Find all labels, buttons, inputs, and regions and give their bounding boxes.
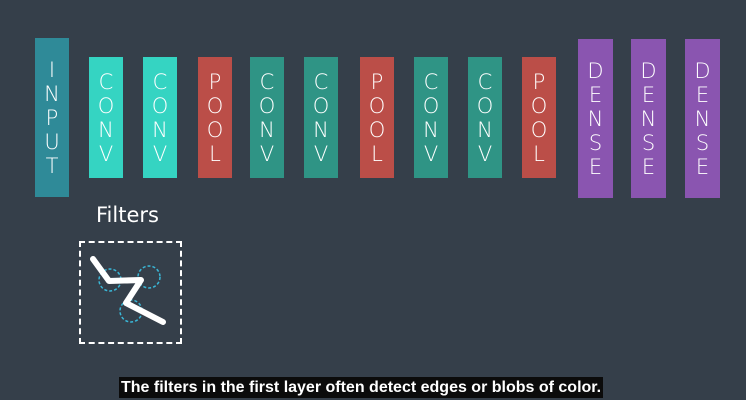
layer-letter: N [313,117,329,142]
layer-letter: N [44,81,60,106]
layer-letter: O [530,93,548,118]
layer-letter: E [695,82,710,107]
layer-letter: C [152,69,168,94]
layer-letter: N [477,117,493,142]
layer-letter: E [588,154,603,179]
blob-outline [137,265,161,289]
layer-letter: C [423,69,439,94]
layer-letter: L [209,141,221,166]
layer-letter: E [695,154,710,179]
layer-letter: I [48,57,56,82]
layer-letter: V [259,141,275,166]
layer-letter: C [313,69,329,94]
layer-letter: C [259,69,275,94]
layer-letter: S [695,130,710,155]
layer-letter: C [477,69,493,94]
layer-letter: N [694,106,711,131]
layer-letter: N [152,117,168,142]
layer-letter: S [588,130,603,155]
layer-letter: O [368,117,386,142]
layer-letter: O [206,93,224,118]
layer-letter: V [98,141,114,166]
layer-letter: C [98,69,114,94]
caption-subtitle: The filters in the first layer often det… [119,377,604,398]
layer-letter: V [313,141,329,166]
edge-stroke [90,256,166,325]
layer-letter: O [151,93,169,118]
layer-letter: E [641,82,656,107]
layer-letter: V [423,141,439,166]
layer-letter: S [641,130,656,155]
layer-letter: N [423,117,439,142]
layer-letter: O [312,93,330,118]
layer-letter: D [640,58,657,83]
layer-letter: O [530,117,548,142]
filter-visualization [79,241,182,344]
layer-letter: O [97,93,115,118]
layer-letter: O [258,93,276,118]
layer-letter: T [45,153,59,178]
layer-letter: O [368,93,386,118]
layer-letter: E [588,82,603,107]
layer-letter: V [152,141,168,166]
layer-letter: E [641,154,656,179]
edges-blobs-filter-icon [90,256,166,325]
layer-letter: D [694,58,711,83]
layer-letter: P [208,69,222,94]
layer-letter: N [98,117,114,142]
layer-letter: O [422,93,440,118]
layer-letter: N [640,106,657,131]
layer-letter: D [587,58,604,83]
layer-letter: L [533,141,545,166]
layer-letter: P [370,69,384,94]
layer-letter: P [532,69,546,94]
layer-letter: L [371,141,383,166]
layer-letter: U [44,129,60,154]
layer-letter: N [259,117,275,142]
layer-letter: O [476,93,494,118]
layer-letter: P [45,105,59,130]
layer-letter: V [477,141,493,166]
layer-letter: N [587,106,604,131]
filters-label: Filters [96,203,159,227]
layer-letter: O [206,117,224,142]
